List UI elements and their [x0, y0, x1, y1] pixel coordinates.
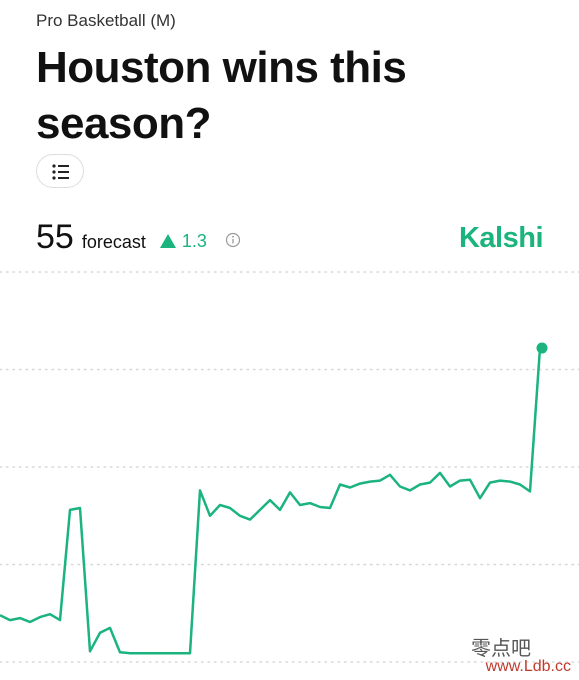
up-arrow [159, 234, 176, 248]
forecast-label: forecast [81, 232, 146, 252]
price-line [0, 347, 542, 655]
market-category: Pro Basketball (M) [36, 11, 176, 30]
forecast-row: 55 forecast 1.3 [36, 218, 241, 257]
forecast-change: 1.3 [159, 230, 207, 252]
list-icon [52, 164, 69, 180]
last-point [536, 342, 548, 354]
watermark: 零点吧 [471, 638, 531, 660]
watermark: www.Ldb.cc [485, 658, 571, 675]
info-icon[interactable] [225, 232, 241, 248]
rules-button[interactable] [36, 154, 84, 188]
brand-logo: Kalshi [458, 222, 544, 254]
change-value: 1.3 [181, 230, 207, 251]
forecast-value: 55 [36, 218, 74, 256]
market-title: Houston wins this season? [36, 43, 407, 148]
